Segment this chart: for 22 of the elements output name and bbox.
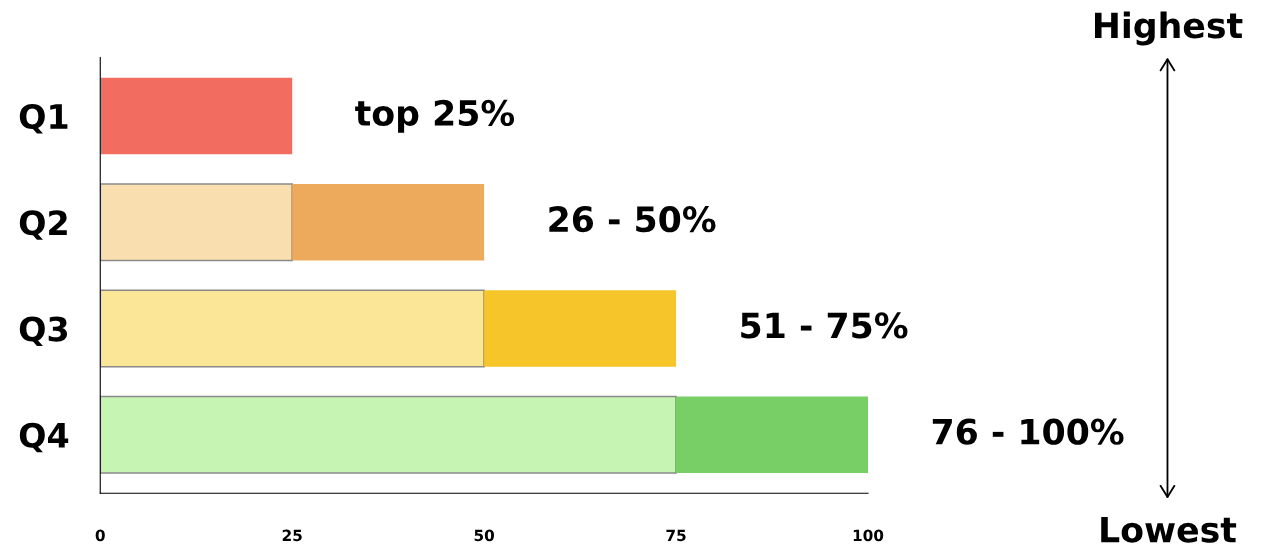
x-tick-label: 50 [474, 529, 495, 542]
annotation: 26 - 50% [549, 206, 716, 233]
annotation: 76 - 100% [932, 418, 1124, 445]
bar [676, 396, 868, 474]
annotation: top 25% [355, 99, 515, 133]
bar [484, 290, 677, 367]
bar [100, 183, 294, 262]
y-tick-label: Q3 [19, 316, 68, 347]
bar [292, 183, 485, 261]
text: Lowest [1101, 516, 1237, 543]
y-tick-label: Q4 [19, 422, 69, 453]
bar [100, 77, 293, 155]
y-tick-label: Q2 [19, 210, 67, 240]
x-tick-label: 100 [853, 529, 884, 542]
y-tick-label: Q1 [19, 103, 68, 134]
bar [100, 289, 485, 368]
text: Highest [1095, 11, 1243, 46]
annotation: 51 - 75% [741, 312, 908, 339]
bar [100, 395, 677, 474]
x-tick-label: 75 [666, 529, 686, 542]
x-tick-label: 0 [95, 529, 105, 542]
x-tick-label: 25 [282, 529, 302, 542]
